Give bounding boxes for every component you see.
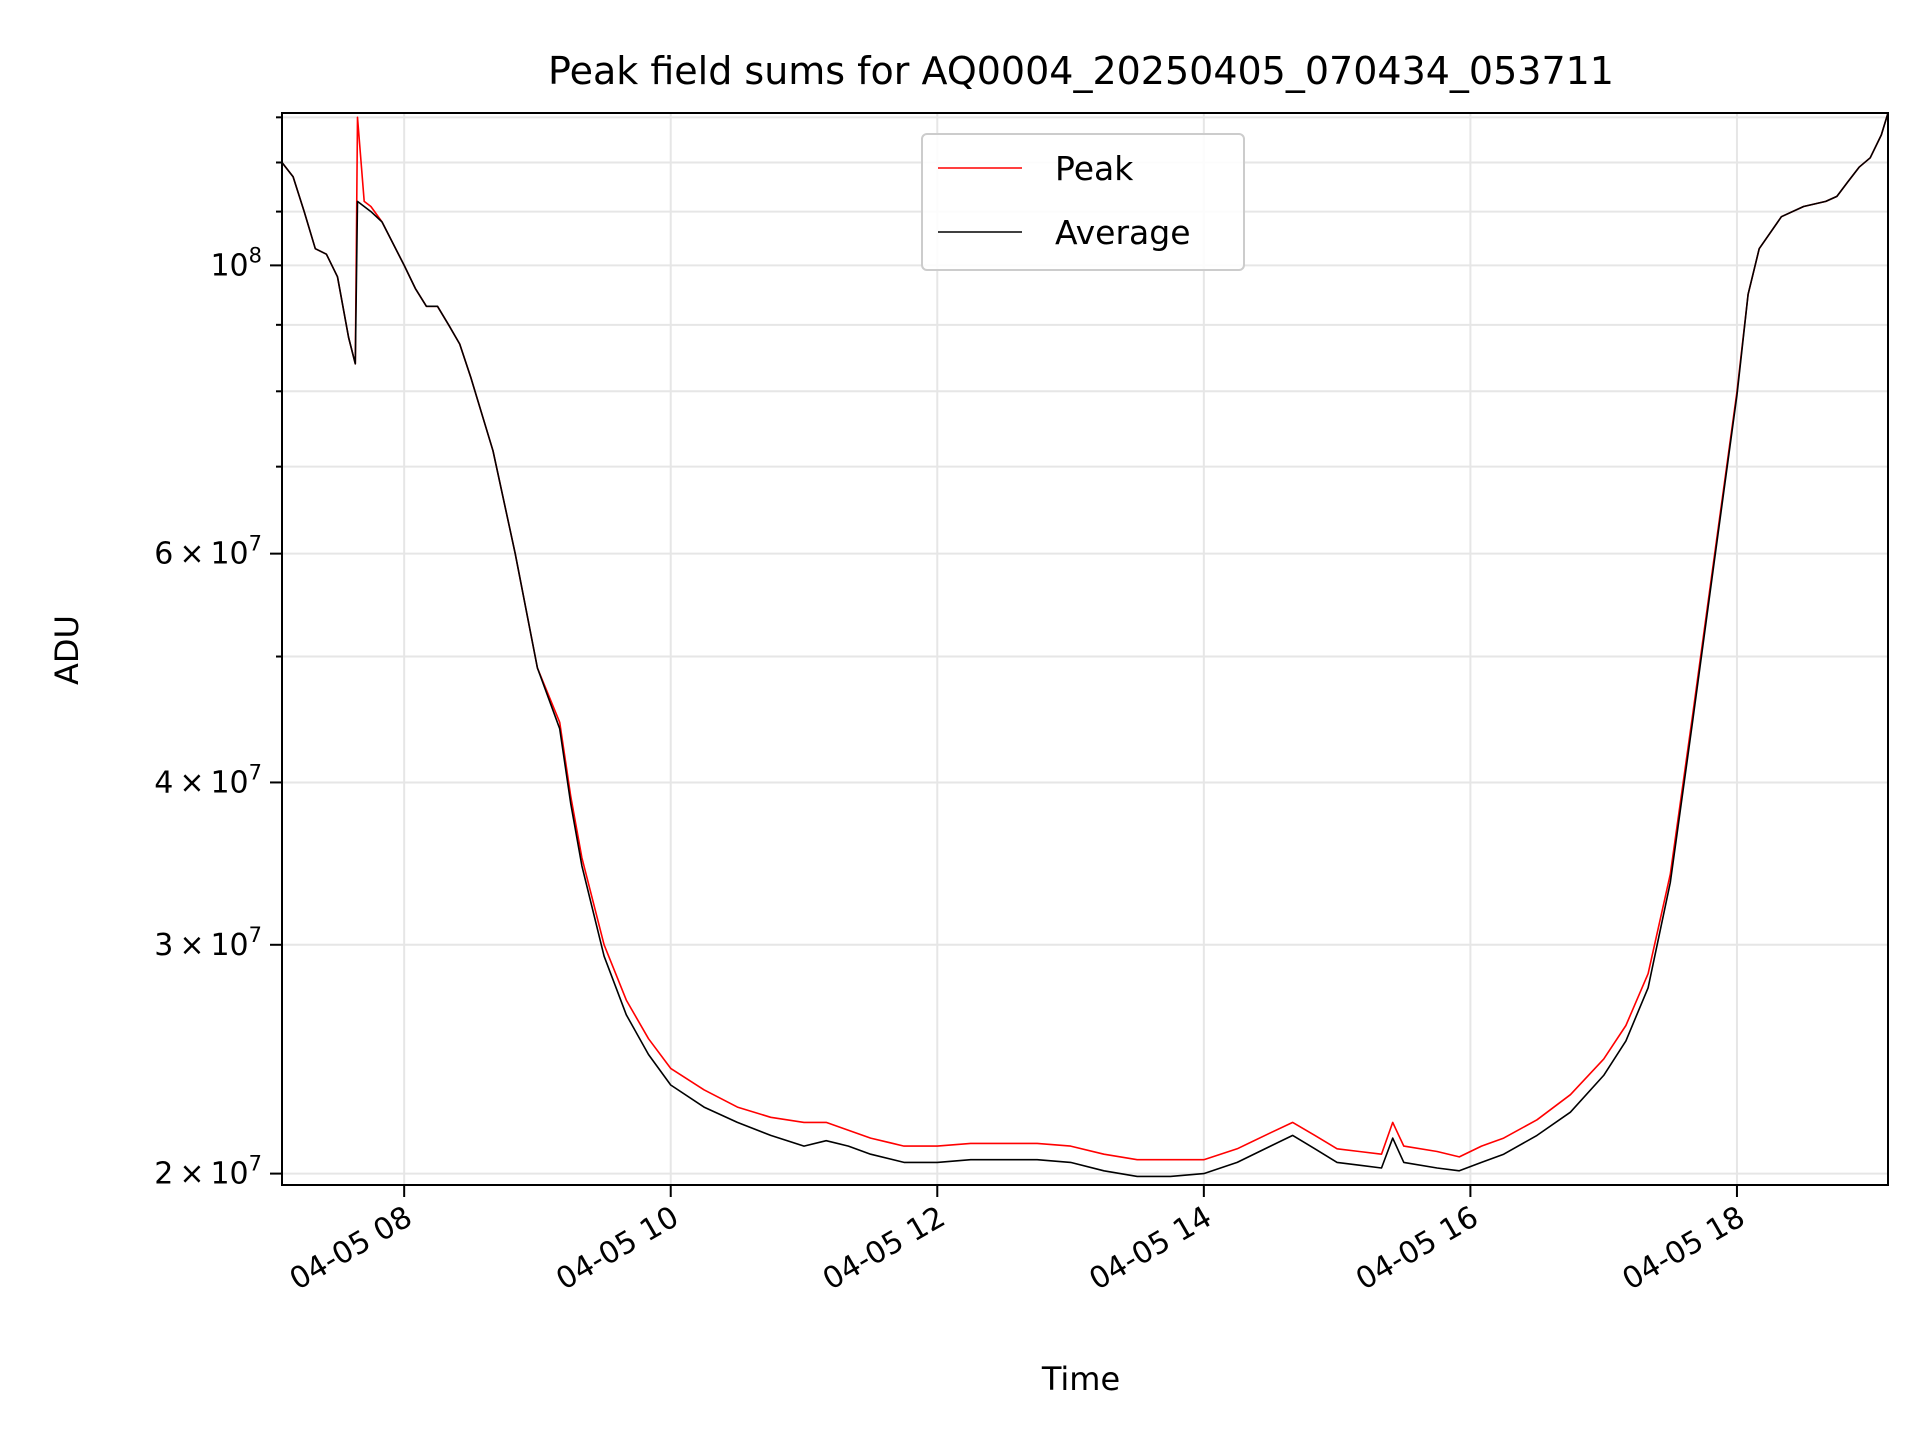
y-axis-title: ADU — [48, 615, 86, 685]
y-tick-label: 2 × 107 — [154, 1152, 262, 1192]
series-line-average — [281, 112, 1889, 1178]
y-tick-label: 108 — [210, 243, 262, 283]
chart-title: Peak field sums for AQ0004_20250405_0704… — [548, 49, 1614, 93]
legend-label-average: Average — [1055, 213, 1191, 252]
legend-label-peak: Peak — [1055, 149, 1134, 188]
y-tick-label: 3 × 107 — [154, 923, 262, 963]
plot-frame — [281, 112, 1889, 1186]
series-group — [281, 112, 1889, 1178]
x-axis-title: Time — [1041, 1360, 1120, 1398]
y-tick-label: 4 × 107 — [154, 760, 262, 800]
legend: Peak Average — [921, 133, 1245, 271]
y-tick-label: 6 × 107 — [154, 532, 262, 572]
